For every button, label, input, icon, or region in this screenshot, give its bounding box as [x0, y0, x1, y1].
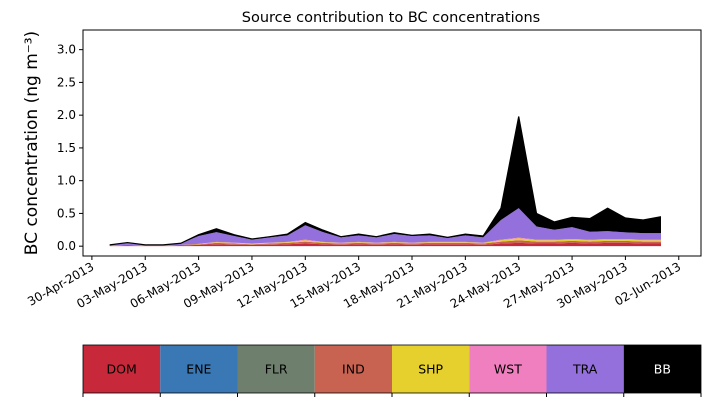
legend-label-dom: DOM	[107, 362, 137, 377]
legend-label-ind: IND	[342, 362, 365, 377]
series-area-bb	[109, 116, 661, 245]
chart-title: Source contribution to BC concentrations	[242, 10, 540, 26]
y-axis: 0.0 0.5 1.0 1.5 2.0 2.5 3.0	[57, 43, 83, 253]
series-area-shp	[109, 238, 661, 246]
legend-swatch-bb	[623, 345, 701, 393]
series-area-ind	[109, 240, 661, 246]
legend-label-ene: ENE	[186, 362, 211, 377]
legend-swatch-ene	[160, 345, 238, 393]
legend-swatch-flr	[237, 345, 315, 393]
y-tick-label: 0.5	[57, 206, 76, 220]
legend-label-shp: SHP	[418, 362, 443, 377]
y-tick-label: 2.0	[57, 108, 76, 122]
legend-swatch-tra	[546, 345, 624, 393]
legend-label-bb: BB	[654, 362, 671, 377]
legend-label-tra: TRA	[572, 362, 598, 377]
y-tick-label: 1.0	[57, 174, 76, 188]
series-area-dom	[109, 242, 661, 247]
y-axis-label: BC concentration (ng m⁻³)	[22, 31, 42, 255]
stacked-area-series	[109, 116, 661, 247]
y-tick-label: 2.5	[57, 75, 76, 89]
legend-swatch-shp	[392, 345, 470, 393]
legend-label-flr: FLR	[265, 362, 288, 377]
legend-swatch-ind	[314, 345, 392, 393]
total-line	[109, 116, 662, 246]
y-tick-label: 1.5	[57, 141, 76, 155]
legend-colorbar: DOM ENE FLR IND SHP WST TRA BB	[82, 344, 702, 397]
plot-frame	[82, 29, 702, 257]
legend-swatch-dom	[83, 345, 161, 393]
x-axis: 30-Apr-201303-May-201306-May-201309-May-…	[25, 256, 683, 311]
series-area-tra	[109, 208, 661, 246]
y-tick-label: 0.0	[57, 239, 76, 253]
legend-swatch-wst	[469, 345, 547, 393]
legend-label-wst: WST	[494, 362, 522, 377]
total-outline	[109, 116, 662, 246]
y-tick-label: 3.0	[57, 43, 76, 57]
